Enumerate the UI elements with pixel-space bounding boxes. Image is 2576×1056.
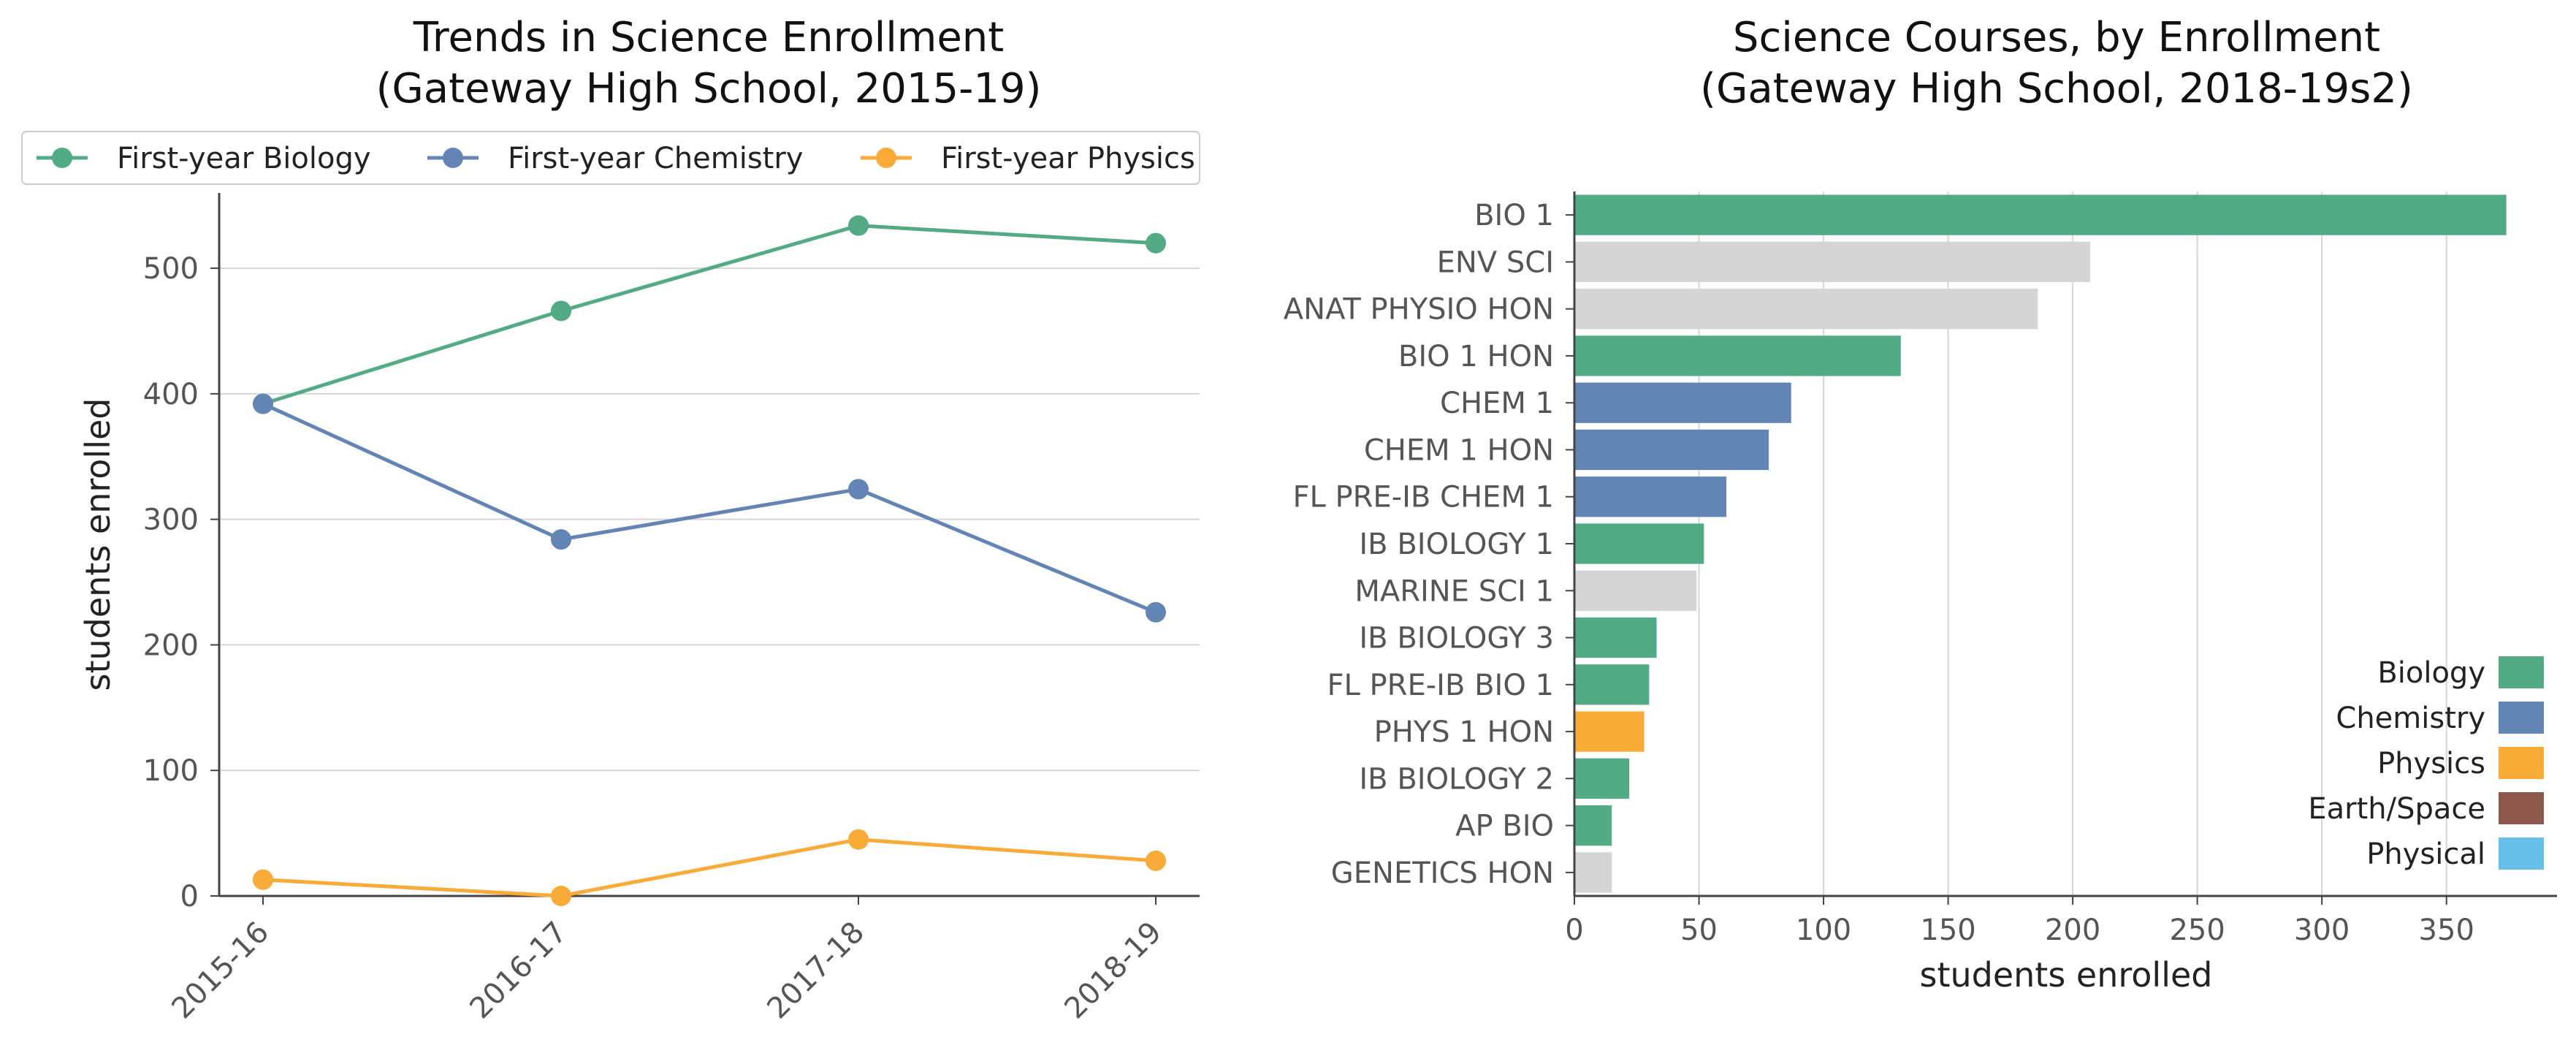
y-tick-label: CHEM 1 xyxy=(1440,387,1554,420)
data-point xyxy=(253,869,273,890)
data-point xyxy=(1146,232,1166,254)
series-line xyxy=(262,402,1156,615)
y-tick-label: BIO 1 xyxy=(1474,199,1554,232)
data-point xyxy=(848,829,869,850)
x-tick-label: 200 xyxy=(2045,913,2100,947)
legend-marker xyxy=(876,148,896,168)
course-enrollment-chart: 0 50 100 150 200 250 300 350 BIO 1 ENV SCI ANAT PH… xyxy=(1284,14,2557,995)
chart-title-line-1: Trends in Science Enrollment xyxy=(413,14,1004,61)
legend-label: First-year Chemistry xyxy=(508,142,803,175)
legend-marker xyxy=(52,148,72,168)
y-tick-label: GENETICS HON xyxy=(1331,856,1554,890)
data-point xyxy=(1146,850,1166,871)
x-tick-label: 100 xyxy=(1796,913,1851,947)
legend-swatch xyxy=(2499,747,2544,779)
legend-marker xyxy=(443,148,463,168)
bar xyxy=(1574,852,1612,893)
legend-label: First-year Physics xyxy=(941,142,1195,175)
y-tick-label: 0 xyxy=(180,880,199,913)
legend-label: Biology xyxy=(2377,656,2485,690)
x-tick-label: 50 xyxy=(1680,913,1718,947)
y-tick-label: IB BIOLOGY 3 xyxy=(1359,622,1554,656)
series-line xyxy=(262,837,1156,898)
legend-swatch xyxy=(2499,837,2544,870)
y-tick-label: AP BIO xyxy=(1455,810,1554,843)
legend-swatch xyxy=(2499,656,2544,688)
y-tick-label: 500 xyxy=(143,252,199,286)
bar xyxy=(1574,617,1657,658)
legend-label: First-year Biology xyxy=(117,142,371,175)
x-axis-title: students enrolled xyxy=(1920,955,2213,995)
bar xyxy=(1574,664,1650,705)
y-tick-label: ANAT PHYSIO HON xyxy=(1284,293,1554,327)
y-tick-label: IB BIOLOGY 2 xyxy=(1359,762,1554,796)
data-point xyxy=(848,479,869,500)
bar xyxy=(1574,523,1704,564)
legend-label: Physical xyxy=(2366,837,2485,871)
y-tick-label: ENV SCI xyxy=(1437,246,1554,279)
y-tick-label: FL PRE-IB CHEM 1 xyxy=(1292,481,1554,514)
y-tick-label: 200 xyxy=(143,628,199,662)
bar xyxy=(1574,335,1901,376)
x-tick-label: 0 xyxy=(1565,913,1583,947)
chart-title-line-2: (Gateway High School, 2015-19) xyxy=(376,65,1042,113)
data-point xyxy=(1146,601,1166,623)
y-tick-label: 400 xyxy=(143,378,199,411)
data-point xyxy=(551,529,571,550)
bar xyxy=(1574,241,2091,283)
bar xyxy=(1574,711,1645,752)
y-tick-label: PHYS 1 HON xyxy=(1374,715,1554,749)
series-line xyxy=(262,224,1156,406)
data-point xyxy=(551,886,571,906)
legend-label: Earth/Space xyxy=(2308,792,2485,826)
y-tick-label: 100 xyxy=(143,754,199,788)
y-tick-label: IB BIOLOGY 1 xyxy=(1359,528,1554,561)
legend-box xyxy=(21,131,1200,185)
bar xyxy=(1574,429,1769,471)
x-tick-label: 250 xyxy=(2169,913,2225,947)
x-tick-label: 150 xyxy=(1920,913,1975,947)
y-tick-label: CHEM 1 HON xyxy=(1364,433,1554,467)
bar xyxy=(1574,570,1697,611)
y-tick-label: 300 xyxy=(143,504,199,537)
bar xyxy=(1574,289,2038,330)
chart-title-line-2: (Gateway High School, 2018-19s2) xyxy=(1700,65,2413,113)
legend-label: Chemistry xyxy=(2336,702,2485,735)
chart-title-line-1: Science Courses, by Enrollment xyxy=(1733,14,2380,61)
legend-swatch xyxy=(2499,792,2544,824)
data-point xyxy=(551,300,571,322)
x-tick-label: 350 xyxy=(2419,913,2474,947)
y-tick-label: MARINE SCI 1 xyxy=(1354,574,1554,608)
y-axis-title: students enrolled xyxy=(78,398,118,691)
legend-label: Physics xyxy=(2377,747,2485,780)
bar xyxy=(1574,805,1612,846)
legend-swatch xyxy=(2499,702,2544,734)
y-tick-label: FL PRE-IB BIO 1 xyxy=(1327,669,1554,702)
bar xyxy=(1574,382,1791,423)
bar xyxy=(1574,476,1727,517)
bar xyxy=(1574,758,1630,799)
bar xyxy=(1574,194,2507,235)
y-tick-label: BIO 1 HON xyxy=(1398,340,1554,373)
x-tick-label: 300 xyxy=(2294,913,2350,947)
data-point xyxy=(253,393,273,414)
data-point xyxy=(848,215,869,236)
